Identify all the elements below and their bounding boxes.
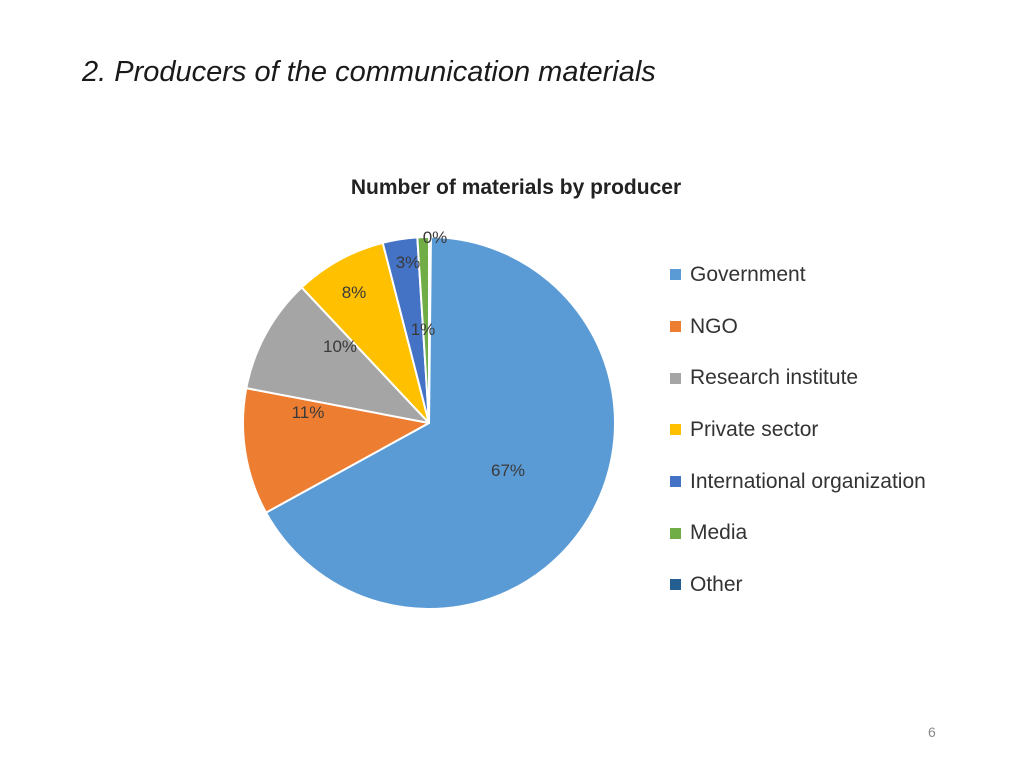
- legend-label: Media: [690, 521, 748, 545]
- chart-title: Number of materials by producer: [350, 176, 682, 199]
- legend-swatch: [670, 321, 681, 333]
- page-number: 6: [928, 724, 936, 740]
- legend-label: Private sector: [690, 417, 819, 441]
- data-label-international-organization: 3%: [395, 253, 421, 272]
- legend-item: Media: [670, 507, 1010, 559]
- legend-label: Government: [690, 262, 806, 286]
- legend-swatch: [670, 372, 681, 384]
- pie-slice-government: [265, 236, 616, 610]
- data-label-private-sector: 8%: [341, 283, 367, 302]
- legend-item: Government: [670, 249, 1010, 301]
- legend-swatch: [670, 527, 681, 539]
- data-label-ngo: 11%: [291, 403, 325, 422]
- legend-swatch: [670, 476, 681, 488]
- pie-slice-ngo: [242, 387, 430, 514]
- legend-item: International organization: [670, 456, 1010, 508]
- legend-swatch: [670, 579, 681, 591]
- data-label-media: 1%: [410, 320, 436, 339]
- legend-item: Research institute: [670, 352, 1010, 404]
- legend-item: Private sector: [670, 404, 1010, 456]
- legend-item: Other: [670, 559, 1010, 611]
- legend-label: Research institute: [690, 366, 859, 390]
- legend-label: NGO: [690, 314, 738, 338]
- data-label-research-institute: 10%: [322, 337, 358, 356]
- legend-label: Other: [690, 572, 743, 596]
- pie-slice-other: [428, 235, 432, 424]
- pie-slice-private-sector: [300, 241, 430, 424]
- pie-slice-research-institute: [245, 286, 430, 424]
- legend-swatch: [670, 269, 681, 281]
- chart-legend: Government NGO Research institute Private s…: [670, 249, 1010, 611]
- data-label-government: 67%: [490, 461, 526, 480]
- data-label-other: 0%: [422, 228, 448, 247]
- legend-item: NGO: [670, 301, 1010, 353]
- legend-swatch: [670, 424, 681, 436]
- slide-title: 2. Producers of the communication materi…: [82, 56, 656, 88]
- legend-label: International organization: [690, 469, 926, 493]
